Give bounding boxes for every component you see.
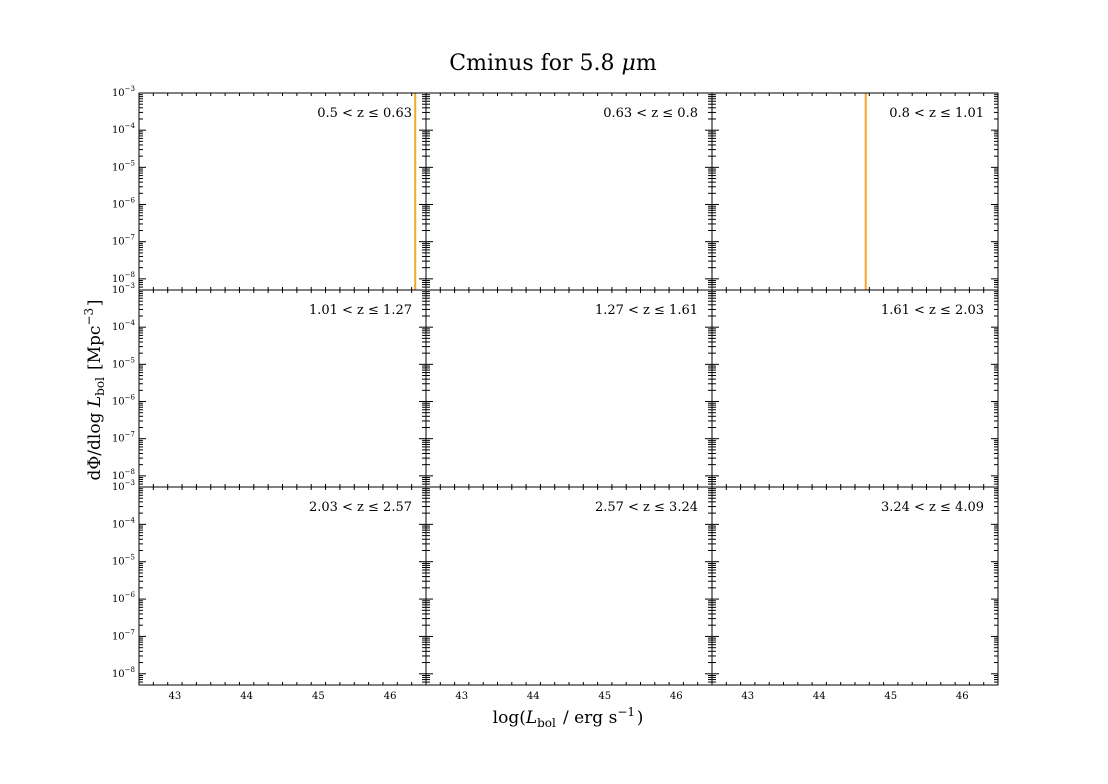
y-tick-label: 10−7 bbox=[112, 234, 135, 248]
x-tick-label: 45 bbox=[884, 691, 897, 702]
panel-frame bbox=[425, 289, 713, 488]
panel-3: 0.8 < z ≤ 1.01 bbox=[711, 92, 999, 291]
y-tick-label: 10−7 bbox=[112, 431, 135, 445]
x-tick-label: 46 bbox=[670, 691, 683, 702]
panel-label: 2.03 < z ≤ 2.57 bbox=[309, 500, 412, 515]
y-axis-label: dΦ/dlog Lbol [Mpc−3 ] bbox=[82, 299, 107, 480]
y-tick-label: 10−5 bbox=[112, 159, 135, 173]
x-tick-label: 45 bbox=[312, 691, 325, 702]
y-tick-label: 10−3 bbox=[112, 282, 135, 296]
panel-frame bbox=[138, 289, 427, 488]
panels-layer: 10−3 10−4 10−5 10−6 10−7 10−8 0.5 < z ≤ 0.63 0.… bbox=[112, 85, 999, 702]
panel-frame bbox=[711, 486, 999, 686]
panel-frame bbox=[425, 92, 713, 291]
y-tick-label: 10−6 bbox=[112, 197, 136, 211]
panel-9: 43 44 45 46 3.24 < z ≤ 4.09 bbox=[711, 486, 999, 702]
panel-label: 1.01 < z ≤ 1.27 bbox=[309, 303, 412, 318]
y-tick-label: 10−5 bbox=[112, 554, 135, 568]
panel-label: 0.63 < z ≤ 0.8 bbox=[603, 106, 698, 121]
panel-6: 1.61 < z ≤ 2.03 bbox=[711, 289, 999, 488]
chart-title: Cminus for 5.8 μm bbox=[449, 51, 657, 76]
x-axis-label: log(Lbol / erg s−1 ) bbox=[493, 705, 644, 730]
y-tick-label: 10−5 bbox=[112, 356, 135, 370]
y-tick-label: 10−4 bbox=[112, 516, 136, 530]
x-tick-label: 44 bbox=[527, 691, 540, 702]
panel-frame bbox=[425, 486, 713, 686]
x-tick-label: 46 bbox=[956, 691, 969, 702]
panel-1: 10−310−410−510−610−710−80.5 < z ≤ 0.63 bbox=[112, 85, 427, 291]
panel-7: 43 44 45 46 10−3 10−4 10−5 10−6 10−7 10−8 2.03 < z… bbox=[112, 479, 427, 702]
y-tick-label: 10−6 bbox=[112, 394, 136, 408]
y-tick-label: 10−6 bbox=[112, 591, 136, 605]
y-tick-label: 10−4 bbox=[112, 319, 136, 333]
panel-label: 3.24 < z ≤ 4.09 bbox=[881, 500, 984, 515]
panel-4: 10−310−410−510−610−710−81.01 < z ≤ 1.27 bbox=[112, 282, 427, 488]
y-tick-label: 10−3 bbox=[112, 479, 135, 493]
x-tick-label: 46 bbox=[384, 691, 397, 702]
y-tick-label: 10−3 bbox=[112, 85, 135, 99]
x-tick-label: 45 bbox=[598, 691, 611, 702]
y-tick-label: 10−4 bbox=[112, 122, 136, 136]
y-tick-label: 10−8 bbox=[112, 666, 135, 680]
x-tick-label: 44 bbox=[240, 691, 253, 702]
x-tick-label: 43 bbox=[169, 691, 182, 702]
panel-8: 43 44 45 46 2.57 < z ≤ 3.24 bbox=[425, 486, 713, 702]
panel-label: 1.27 < z ≤ 1.61 bbox=[595, 303, 698, 318]
panel-frame bbox=[138, 486, 427, 686]
x-tick-label: 44 bbox=[813, 691, 826, 702]
panel-frame bbox=[711, 289, 999, 488]
x-tick-label: 43 bbox=[741, 691, 754, 702]
panel-label: 0.5 < z ≤ 0.63 bbox=[317, 106, 412, 121]
panel-label: 0.8 < z ≤ 1.01 bbox=[889, 106, 984, 121]
panel-frame bbox=[711, 92, 999, 291]
panel-frame bbox=[138, 92, 427, 291]
panel-label: 2.57 < z ≤ 3.24 bbox=[595, 500, 698, 515]
panel-2: 0.63 < z ≤ 0.8 bbox=[425, 92, 713, 291]
panel-label: 1.61 < z ≤ 2.03 bbox=[881, 303, 984, 318]
y-tick-label: 10−7 bbox=[112, 628, 135, 642]
x-tick-label: 43 bbox=[455, 691, 468, 702]
panel-5: 1.27 < z ≤ 1.61 bbox=[425, 289, 713, 488]
